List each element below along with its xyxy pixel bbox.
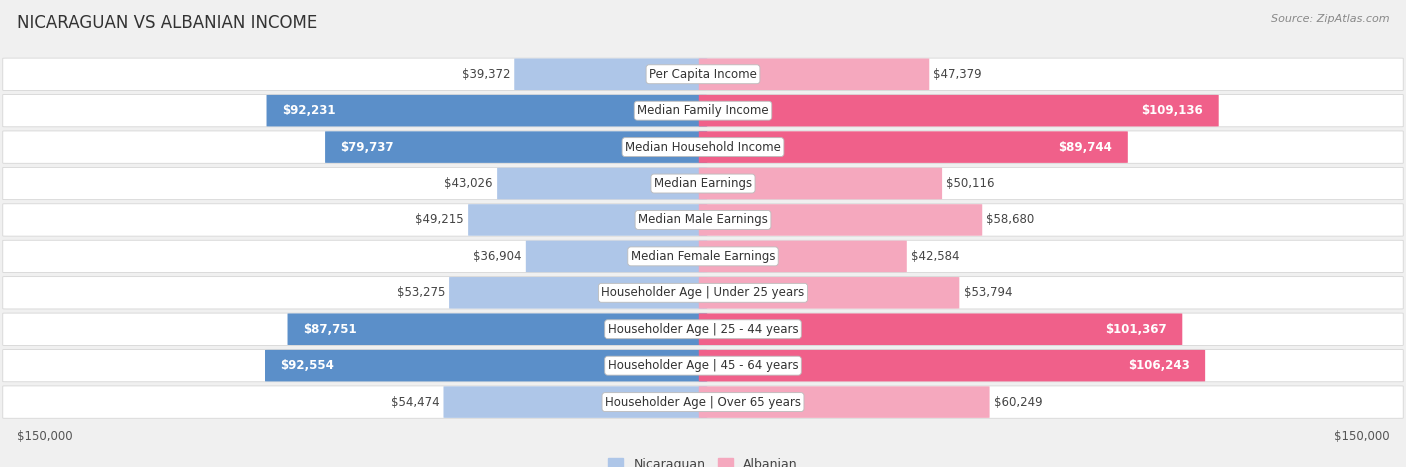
Text: $101,367: $101,367 xyxy=(1105,323,1167,336)
FancyBboxPatch shape xyxy=(3,204,1403,236)
Text: $150,000: $150,000 xyxy=(17,430,73,443)
FancyBboxPatch shape xyxy=(699,313,1182,345)
Text: $36,904: $36,904 xyxy=(472,250,522,263)
FancyBboxPatch shape xyxy=(699,204,983,236)
Text: Householder Age | Under 25 years: Householder Age | Under 25 years xyxy=(602,286,804,299)
FancyBboxPatch shape xyxy=(3,313,1403,346)
FancyBboxPatch shape xyxy=(267,95,707,127)
FancyBboxPatch shape xyxy=(3,386,1403,418)
FancyBboxPatch shape xyxy=(3,276,1403,309)
Text: $43,026: $43,026 xyxy=(444,177,494,190)
Text: Householder Age | 25 - 44 years: Householder Age | 25 - 44 years xyxy=(607,323,799,336)
Text: $150,000: $150,000 xyxy=(1333,430,1389,443)
FancyBboxPatch shape xyxy=(3,167,1403,200)
Text: $106,243: $106,243 xyxy=(1128,359,1189,372)
FancyBboxPatch shape xyxy=(3,58,1403,91)
Text: $39,372: $39,372 xyxy=(461,68,510,81)
Text: $109,136: $109,136 xyxy=(1142,104,1204,117)
Text: $53,275: $53,275 xyxy=(396,286,444,299)
FancyBboxPatch shape xyxy=(699,277,959,309)
Text: Householder Age | 45 - 64 years: Householder Age | 45 - 64 years xyxy=(607,359,799,372)
FancyBboxPatch shape xyxy=(699,350,1205,382)
FancyBboxPatch shape xyxy=(449,277,707,309)
FancyBboxPatch shape xyxy=(699,386,990,418)
Text: Median Family Income: Median Family Income xyxy=(637,104,769,117)
FancyBboxPatch shape xyxy=(468,204,707,236)
Text: Median Female Earnings: Median Female Earnings xyxy=(631,250,775,263)
FancyBboxPatch shape xyxy=(443,386,707,418)
Text: $79,737: $79,737 xyxy=(340,141,394,154)
FancyBboxPatch shape xyxy=(3,240,1403,273)
FancyBboxPatch shape xyxy=(699,241,907,272)
Text: $89,744: $89,744 xyxy=(1059,141,1112,154)
Text: $92,231: $92,231 xyxy=(283,104,336,117)
Text: $49,215: $49,215 xyxy=(415,213,464,226)
FancyBboxPatch shape xyxy=(3,131,1403,163)
Legend: Nicaraguan, Albanian: Nicaraguan, Albanian xyxy=(609,458,797,467)
FancyBboxPatch shape xyxy=(325,131,707,163)
Text: Median Male Earnings: Median Male Earnings xyxy=(638,213,768,226)
Text: $47,379: $47,379 xyxy=(934,68,983,81)
FancyBboxPatch shape xyxy=(3,349,1403,382)
Text: $50,116: $50,116 xyxy=(946,177,995,190)
Text: $92,554: $92,554 xyxy=(280,359,335,372)
Text: $58,680: $58,680 xyxy=(987,213,1035,226)
FancyBboxPatch shape xyxy=(699,95,1219,127)
Text: Per Capita Income: Per Capita Income xyxy=(650,68,756,81)
Text: $42,584: $42,584 xyxy=(911,250,959,263)
Text: NICARAGUAN VS ALBANIAN INCOME: NICARAGUAN VS ALBANIAN INCOME xyxy=(17,14,318,32)
FancyBboxPatch shape xyxy=(699,168,942,199)
FancyBboxPatch shape xyxy=(699,58,929,90)
Text: $53,794: $53,794 xyxy=(963,286,1012,299)
FancyBboxPatch shape xyxy=(264,350,707,382)
Text: Median Household Income: Median Household Income xyxy=(626,141,780,154)
FancyBboxPatch shape xyxy=(526,241,707,272)
FancyBboxPatch shape xyxy=(515,58,707,90)
Text: $60,249: $60,249 xyxy=(994,396,1042,409)
Text: Householder Age | Over 65 years: Householder Age | Over 65 years xyxy=(605,396,801,409)
FancyBboxPatch shape xyxy=(287,313,707,345)
FancyBboxPatch shape xyxy=(3,94,1403,127)
Text: $54,474: $54,474 xyxy=(391,396,439,409)
Text: Source: ZipAtlas.com: Source: ZipAtlas.com xyxy=(1271,14,1389,24)
Text: Median Earnings: Median Earnings xyxy=(654,177,752,190)
FancyBboxPatch shape xyxy=(699,131,1128,163)
FancyBboxPatch shape xyxy=(498,168,707,199)
Text: $87,751: $87,751 xyxy=(302,323,357,336)
